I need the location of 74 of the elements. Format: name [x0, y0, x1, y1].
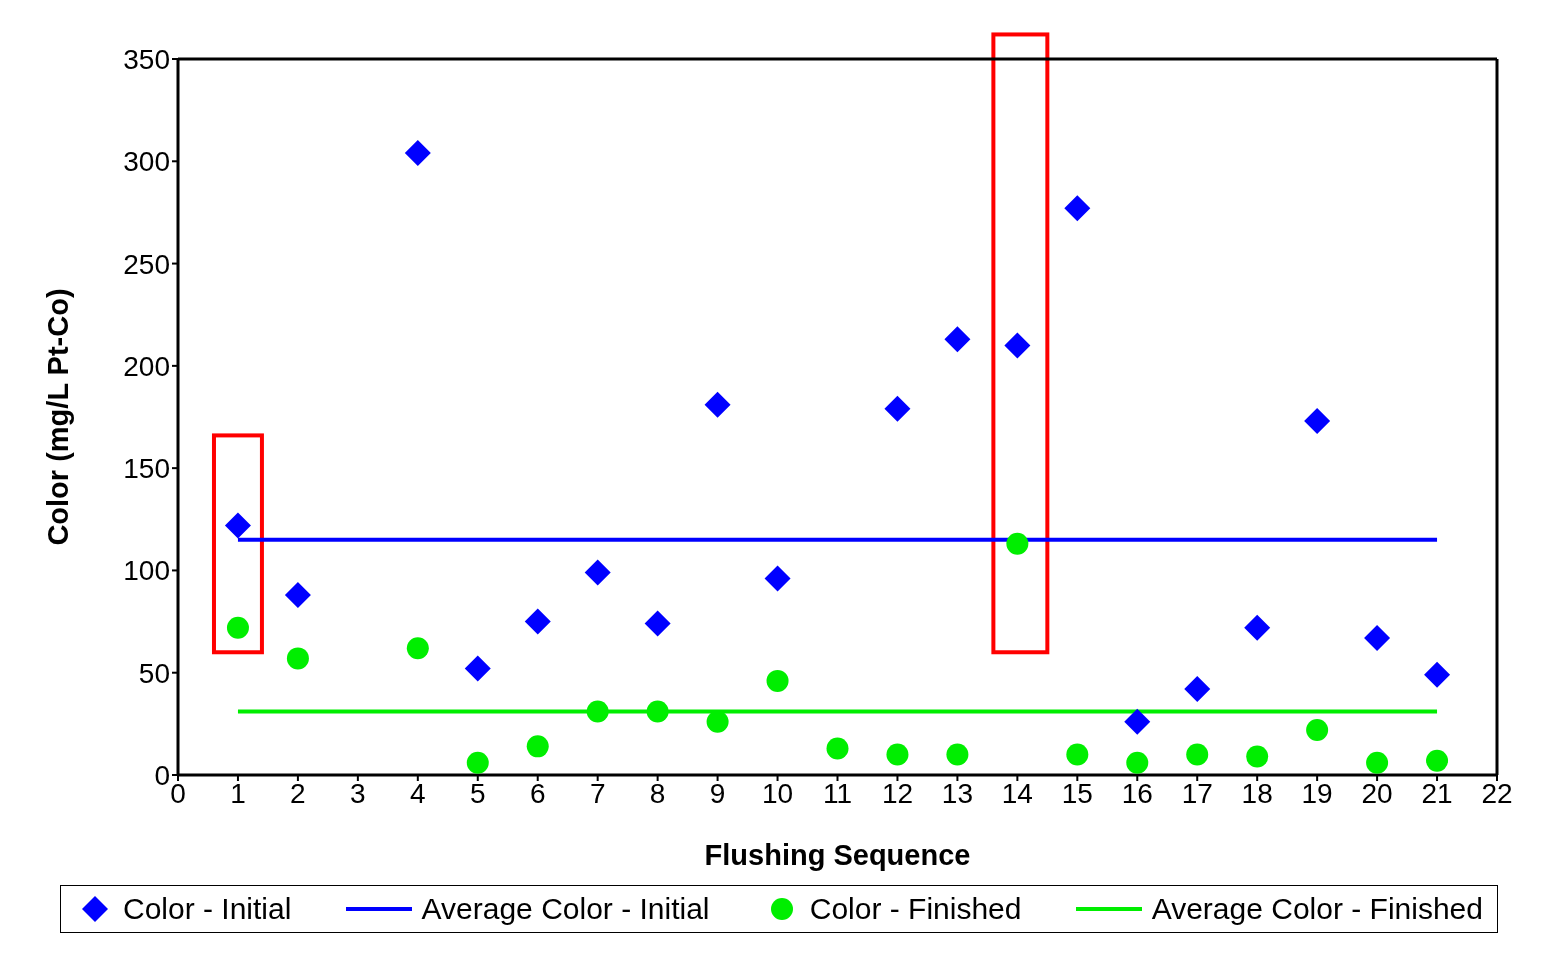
legend-label: Color - Finished	[809, 892, 1022, 926]
point	[1244, 614, 1271, 641]
x-tick-label: 10	[761, 777, 794, 809]
point	[406, 637, 429, 660]
point	[1064, 195, 1091, 222]
x-tick-label: 2	[290, 777, 306, 809]
point	[584, 559, 611, 586]
point	[1184, 676, 1211, 703]
point	[944, 326, 971, 353]
x-tick-label: 6	[529, 777, 546, 809]
point	[1006, 532, 1029, 555]
legend-label: Average Color - Finished	[1151, 892, 1483, 926]
point	[1126, 751, 1149, 774]
x-tick-label: 11	[822, 777, 853, 809]
x-tick-label: 20	[1361, 777, 1393, 809]
x-tick-label: 15	[1061, 777, 1093, 809]
legend-label: Average Color - Initial	[421, 892, 710, 926]
point	[706, 710, 729, 733]
point	[884, 395, 911, 422]
y-tick-label: 150	[123, 453, 170, 485]
x-tick-label: 16	[1121, 777, 1153, 809]
x-tick-label: 3	[350, 777, 366, 809]
point	[1424, 661, 1451, 688]
y-tick-label: 200	[123, 350, 170, 382]
x-tick-label: 7	[589, 777, 606, 809]
point	[826, 737, 849, 760]
point	[1124, 708, 1151, 735]
point	[466, 751, 489, 774]
x-tick-label: 21	[1421, 777, 1453, 809]
y-tick-label: 350	[123, 43, 170, 75]
point	[284, 581, 311, 608]
x-tick-label: 17	[1181, 777, 1213, 809]
point	[644, 610, 671, 637]
point	[586, 700, 609, 723]
point	[886, 743, 909, 766]
point	[1364, 624, 1391, 651]
point	[526, 735, 549, 758]
point	[404, 140, 431, 167]
point	[1306, 718, 1329, 741]
x-axis-title: Flushing Sequence	[704, 839, 971, 871]
x-tick-label: 22	[1481, 777, 1513, 809]
point	[464, 655, 491, 682]
point	[1246, 745, 1269, 768]
y-tick-label: 50	[138, 657, 170, 689]
x-tick-label: 8	[649, 777, 666, 809]
point	[1186, 743, 1209, 766]
point	[1066, 743, 1089, 766]
x-tick-label: 18	[1241, 777, 1273, 809]
point	[704, 391, 731, 418]
point	[226, 616, 249, 639]
point	[1366, 751, 1389, 774]
x-tick-label: 14	[1001, 777, 1033, 809]
point	[524, 608, 551, 635]
point	[286, 647, 309, 670]
point	[946, 743, 969, 766]
x-tick-label: 1	[230, 777, 246, 809]
point	[1426, 749, 1449, 772]
point	[764, 565, 791, 592]
point	[1004, 332, 1031, 359]
x-tick-label: 13	[941, 777, 973, 809]
x-tick-label: 4	[410, 777, 426, 809]
legend-label: Color - Initial	[123, 892, 292, 926]
point	[224, 512, 251, 539]
y-axis-title: Color (mg/L Pt-Co)	[42, 288, 75, 546]
point	[766, 669, 789, 692]
y-tick-label: 100	[123, 555, 170, 587]
x-tick-label: 12	[881, 777, 914, 809]
y-tick-label: 300	[123, 146, 170, 178]
point	[646, 700, 669, 723]
x-tick-label: 9	[709, 777, 726, 809]
y-tick-label: 250	[123, 248, 170, 280]
x-tick-label: 19	[1301, 777, 1333, 809]
x-tick-label: 5	[469, 777, 486, 809]
point	[1304, 408, 1331, 435]
